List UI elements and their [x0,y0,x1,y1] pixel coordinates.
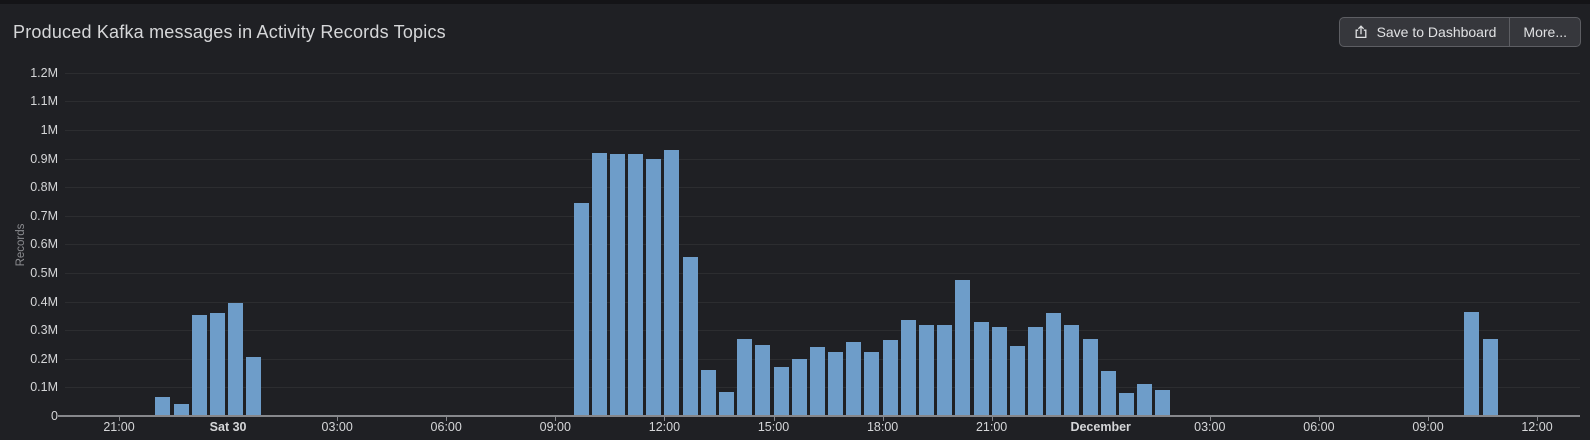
y-tick-label: 0.2M [0,352,58,366]
bar[interactable] [1119,393,1134,416]
bar[interactable] [810,347,825,416]
bar[interactable] [1101,371,1116,416]
x-tick-label: 21:00 [79,420,159,434]
x-tick-label: 18:00 [843,420,923,434]
y-gridline [65,101,1580,102]
bar[interactable] [737,339,752,416]
bar[interactable] [683,257,698,416]
x-tick-label: Sat 30 [188,420,268,434]
bar[interactable] [1137,384,1152,416]
x-axis-tick [1210,417,1211,421]
y-tick-label: 1.2M [0,66,58,80]
x-tick-label: 12:00 [1497,420,1577,434]
bar[interactable] [664,150,679,416]
x-axis-tick [555,417,556,421]
bar[interactable] [592,153,607,416]
y-tick-label: 1.1M [0,94,58,108]
y-gridline [65,273,1580,274]
bar[interactable] [1046,313,1061,416]
bar[interactable] [755,345,770,417]
x-tick-label: 21:00 [952,420,1032,434]
x-axis-tick [1537,417,1538,421]
x-axis-tick [119,417,120,421]
x-axis-tick [337,417,338,421]
bar-chart: Records 00.1M0.2M0.3M0.4M0.5M0.6M0.7M0.8… [0,0,1590,440]
x-axis-line [58,415,1580,417]
bar[interactable] [792,359,807,416]
x-tick-label: December [1061,420,1141,434]
bar[interactable] [846,342,861,416]
y-gridline [65,73,1580,74]
y-tick-label: 1M [0,123,58,137]
x-tick-label: 09:00 [515,420,595,434]
x-tick-label: 06:00 [1279,420,1359,434]
x-tick-label: 15:00 [734,420,814,434]
x-tick-label: 12:00 [624,420,704,434]
x-axis-tick [1428,417,1429,421]
bar[interactable] [919,325,934,417]
x-axis-tick [774,417,775,421]
y-gridline [65,159,1580,160]
y-tick-label: 0 [0,409,58,423]
y-gridline [65,130,1580,131]
bar[interactable] [828,352,843,416]
bar[interactable] [1064,325,1079,417]
x-axis-tick [664,417,665,421]
bar[interactable] [628,154,643,416]
x-axis-tick [446,417,447,421]
y-gridline [65,187,1580,188]
bar[interactable] [192,315,207,416]
bar[interactable] [1155,390,1170,416]
bar[interactable] [701,370,716,416]
bar[interactable] [646,159,661,416]
x-axis-tick [883,417,884,421]
y-tick-label: 0.3M [0,323,58,337]
y-tick-label: 0.9M [0,152,58,166]
x-axis-tick [1319,417,1320,421]
bar[interactable] [719,392,734,416]
bar[interactable] [574,203,589,416]
bar[interactable] [974,322,989,416]
x-tick-label: 03:00 [1170,420,1250,434]
bar[interactable] [610,154,625,416]
x-tick-label: 03:00 [297,420,377,434]
bar[interactable] [155,397,170,416]
bar[interactable] [774,367,789,416]
bar[interactable] [1083,339,1098,416]
bar[interactable] [955,280,970,416]
x-tick-label: 06:00 [406,420,486,434]
bar[interactable] [1028,327,1043,416]
y-gridline [65,216,1580,217]
bar[interactable] [937,325,952,417]
x-axis-tick [992,417,993,421]
bar[interactable] [246,357,261,416]
y-tick-label: 0.8M [0,180,58,194]
bar[interactable] [992,327,1007,416]
y-gridline [65,244,1580,245]
bar[interactable] [901,320,916,416]
bar[interactable] [1010,346,1025,416]
y-tick-label: 0.1M [0,380,58,394]
y-gridline [65,302,1580,303]
y-tick-label: 0.7M [0,209,58,223]
bar[interactable] [883,340,898,416]
x-tick-label: 09:00 [1388,420,1468,434]
bar[interactable] [864,352,879,416]
y-gridline [65,330,1580,331]
bar[interactable] [1464,312,1479,416]
y-tick-label: 0.6M [0,237,58,251]
bar[interactable] [1483,339,1498,416]
y-tick-label: 0.5M [0,266,58,280]
bar[interactable] [228,303,243,416]
bar[interactable] [210,313,225,416]
y-tick-label: 0.4M [0,295,58,309]
